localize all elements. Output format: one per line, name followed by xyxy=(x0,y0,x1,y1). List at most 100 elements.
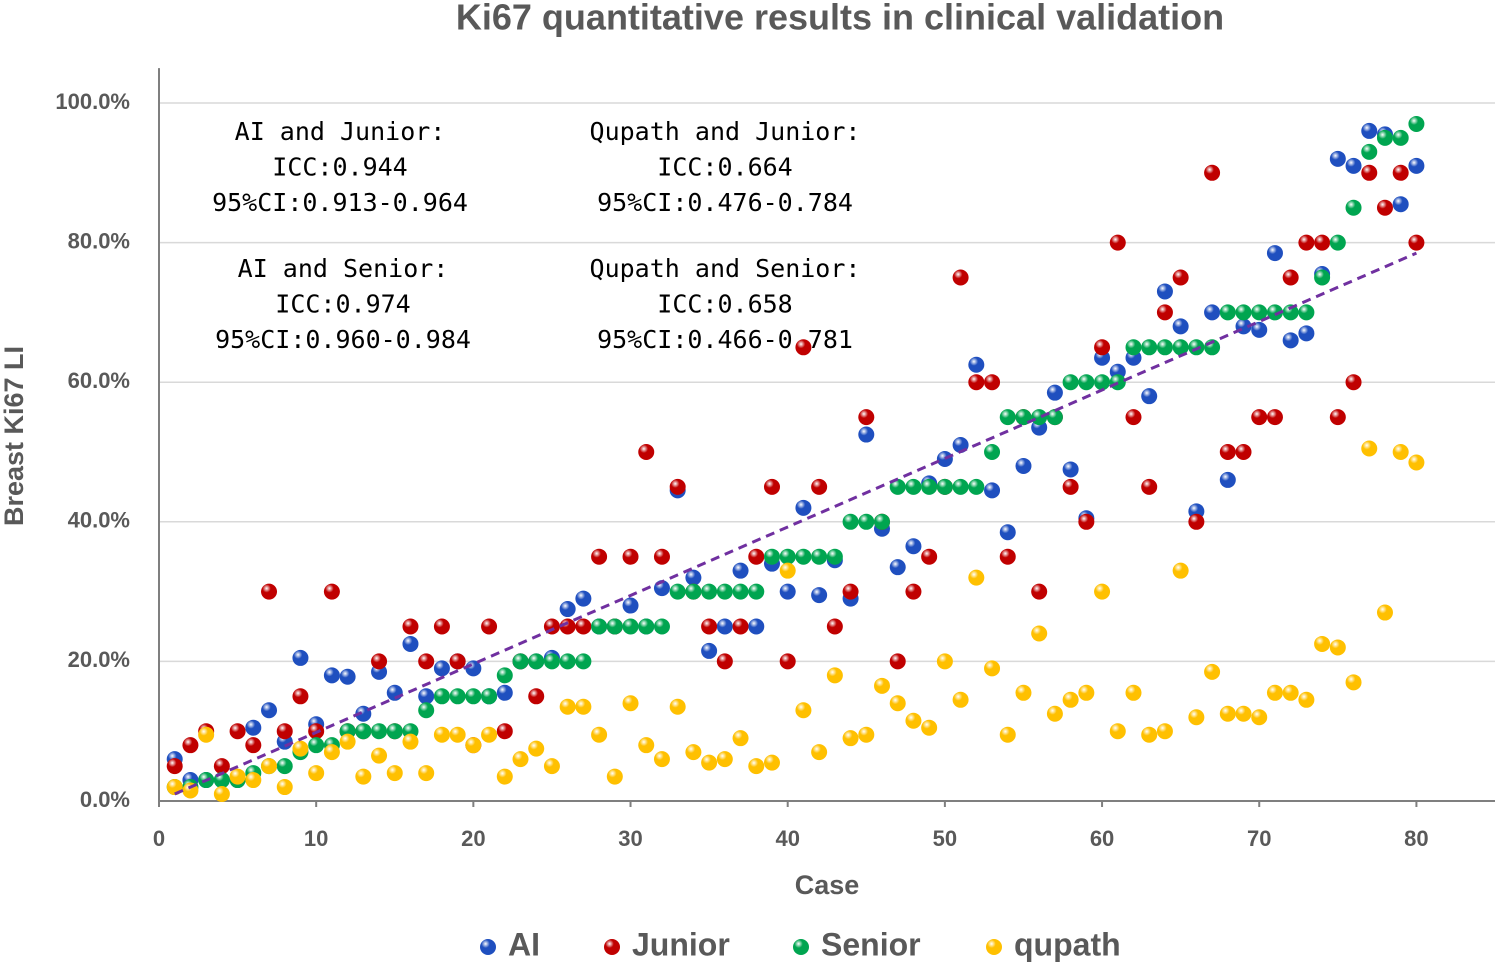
point xyxy=(1062,461,1079,478)
point xyxy=(1219,444,1236,460)
point xyxy=(371,747,388,764)
point xyxy=(968,569,985,586)
point xyxy=(1188,513,1205,530)
point xyxy=(591,548,608,565)
point xyxy=(1361,122,1378,139)
point xyxy=(559,653,576,670)
point xyxy=(1376,604,1393,621)
y-axis-label: Breast Ki67 LI xyxy=(0,346,29,526)
point xyxy=(481,618,498,635)
point xyxy=(1266,245,1283,262)
point xyxy=(1125,684,1142,701)
point xyxy=(779,548,796,565)
point xyxy=(1109,234,1126,251)
point xyxy=(826,667,843,684)
annotation: ICC:0.944 xyxy=(272,153,407,182)
point xyxy=(763,754,780,771)
point xyxy=(685,569,702,586)
point xyxy=(1156,339,1173,356)
point xyxy=(968,356,985,373)
point xyxy=(999,409,1016,426)
point xyxy=(984,660,1001,677)
annotation: ICC:0.974 xyxy=(275,290,410,319)
point xyxy=(1251,321,1268,338)
point xyxy=(1282,332,1299,349)
point xyxy=(292,740,309,757)
point xyxy=(968,374,985,391)
point xyxy=(418,702,435,719)
point xyxy=(1078,374,1095,391)
point xyxy=(732,583,749,600)
point xyxy=(999,524,1016,541)
point xyxy=(261,758,278,775)
point xyxy=(386,684,403,701)
point xyxy=(261,583,278,600)
legend-label: qupath xyxy=(1014,926,1121,962)
point xyxy=(1408,157,1425,174)
point xyxy=(245,719,262,736)
point xyxy=(622,618,639,635)
point xyxy=(622,548,639,565)
point xyxy=(811,478,828,495)
point xyxy=(669,698,686,715)
point xyxy=(1329,409,1346,426)
annotation: Qupath and Senior: xyxy=(590,254,861,283)
point xyxy=(496,723,513,740)
x-axis-label: Case xyxy=(795,870,860,900)
x-tick-label: 10 xyxy=(304,826,328,851)
point xyxy=(402,635,419,652)
point xyxy=(559,698,576,715)
point xyxy=(512,751,529,768)
point xyxy=(292,688,309,705)
point xyxy=(1408,234,1425,251)
annotation: 95%CI:0.466-0.781 xyxy=(597,325,853,354)
point xyxy=(1204,663,1221,680)
y-tick-label: 80.0% xyxy=(68,228,130,253)
point xyxy=(1235,304,1252,321)
point xyxy=(779,562,796,579)
point xyxy=(653,751,670,768)
annotation: Qupath and Junior: xyxy=(590,117,861,146)
point xyxy=(858,409,875,426)
point xyxy=(826,618,843,635)
point xyxy=(433,660,450,677)
point xyxy=(1361,164,1378,181)
point xyxy=(701,618,718,635)
point xyxy=(748,618,765,635)
point xyxy=(528,740,545,757)
point xyxy=(1172,562,1189,579)
point xyxy=(1062,691,1079,708)
point xyxy=(543,758,560,775)
point xyxy=(1314,635,1331,652)
point xyxy=(591,726,608,743)
x-tick-label: 70 xyxy=(1247,826,1271,851)
point xyxy=(433,618,450,635)
point xyxy=(1408,115,1425,132)
point xyxy=(1235,444,1252,460)
point xyxy=(575,698,592,715)
legend-label: Senior xyxy=(821,926,921,962)
point xyxy=(826,548,843,565)
point xyxy=(716,751,733,768)
y-tick-label: 60.0% xyxy=(68,368,130,393)
point xyxy=(213,786,230,803)
point xyxy=(1298,691,1315,708)
point xyxy=(559,601,576,618)
point xyxy=(858,426,875,443)
point xyxy=(811,744,828,761)
point xyxy=(1251,304,1268,321)
point xyxy=(1219,705,1236,722)
point xyxy=(638,737,655,754)
annotation: ICC:0.658 xyxy=(657,290,792,319)
point xyxy=(1015,457,1032,474)
x-tick-label: 20 xyxy=(461,826,485,851)
point xyxy=(229,723,246,740)
point xyxy=(763,548,780,565)
point xyxy=(355,723,372,740)
point xyxy=(575,618,592,635)
point xyxy=(701,583,718,600)
point xyxy=(795,499,812,516)
point xyxy=(638,618,655,635)
point xyxy=(276,758,293,775)
point xyxy=(1266,304,1283,321)
